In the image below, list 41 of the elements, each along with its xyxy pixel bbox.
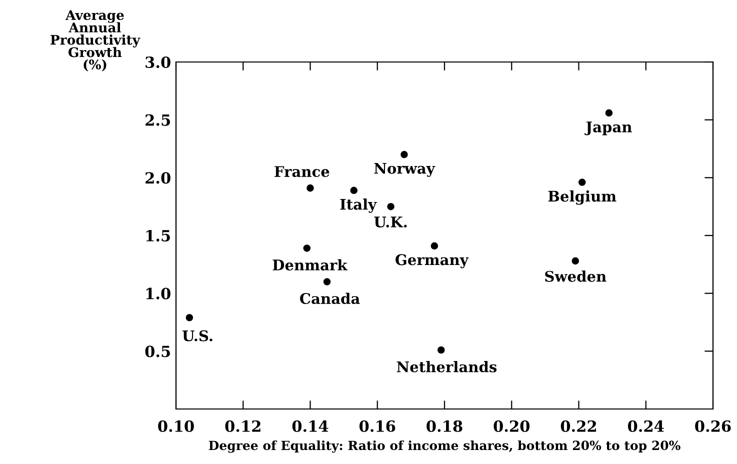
annotation: Netherlands (396, 361, 497, 372)
y-tick-label: 3.0 (146, 56, 170, 68)
annotation: Canada (300, 292, 360, 304)
x-tick-label: 0.20 (494, 420, 530, 432)
annotation: Germany (396, 254, 469, 268)
x-tick-label: 0.12 (225, 420, 260, 432)
x-tick-label: 0.16 (359, 420, 396, 432)
x-tick-label: 0.14 (292, 420, 328, 432)
annotation: Italy (340, 198, 377, 213)
annotation: U.K. (374, 216, 407, 228)
x-axis-title: Degree of Equality: Ratio of income shares, bottom 20% to top 20% (208, 440, 680, 453)
point (605, 109, 613, 117)
annotation: France (274, 166, 330, 178)
point (303, 244, 311, 252)
annotation: Norway (374, 162, 436, 177)
x-tick-label: 0.26 (695, 420, 731, 432)
point (400, 150, 408, 158)
annotation: Denmark (272, 259, 348, 271)
y-tick-label: 0.5 (145, 346, 170, 358)
x-tick-label: 0.18 (426, 420, 462, 432)
y-tick-label: 2.5 (146, 114, 170, 126)
y-tick-label: 2.0 (146, 172, 170, 184)
y-tick-label: 1.5 (146, 230, 170, 242)
annotation: Sweden (545, 270, 606, 282)
point (387, 202, 394, 210)
x-tick-label: 0.10 (158, 420, 194, 432)
point (186, 314, 194, 322)
x-tick-label: 0.24 (628, 420, 664, 432)
point (350, 186, 358, 194)
y-axis-title: Average Annual Productivity Growth (%) (50, 10, 140, 72)
annotation: Belgium (548, 190, 616, 205)
point (438, 346, 445, 354)
x-tick-label: 0.22 (560, 420, 596, 432)
annotation: U.S. (182, 330, 212, 342)
point (572, 257, 580, 265)
y-tick-label: 1.0 (146, 288, 170, 300)
point (430, 242, 438, 250)
point (306, 184, 314, 192)
point (578, 178, 586, 186)
annotation: Japan (584, 122, 632, 136)
point (323, 278, 331, 286)
